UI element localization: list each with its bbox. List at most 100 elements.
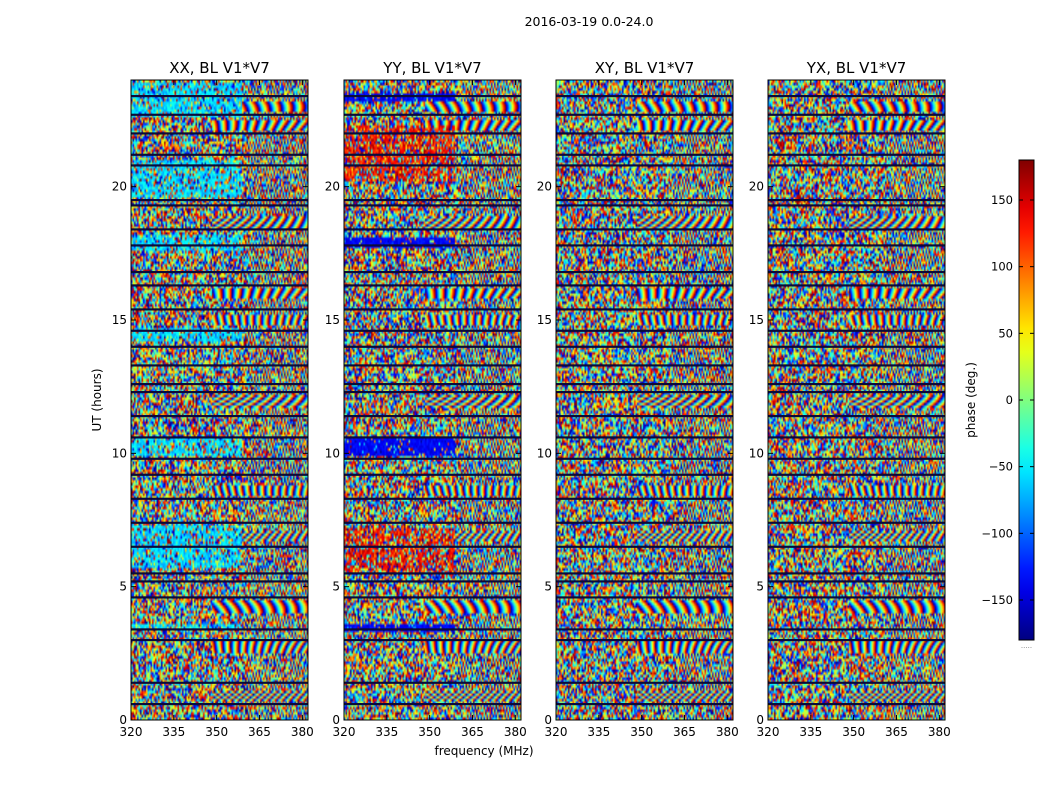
panel-yx: YX, BL V1*V7 320 335 350 365 380 0 5 10 15 20 <box>749 59 951 739</box>
y-tick-label: 20 <box>112 180 127 194</box>
y-tick-label: 15 <box>537 313 552 327</box>
gap-line <box>768 545 945 548</box>
gap-line <box>131 113 308 116</box>
gap-line <box>556 204 733 207</box>
gap-line <box>556 545 733 548</box>
gap-line <box>556 199 733 202</box>
gap-line <box>768 473 945 476</box>
gap-line <box>768 271 945 274</box>
gap-line <box>131 228 308 231</box>
gap-line <box>131 308 308 311</box>
gap-line <box>556 391 733 394</box>
panel-xy: XY, BL V1*V7 320 335 350 365 380 0 5 10 15 20 <box>537 59 739 739</box>
gap-line <box>344 113 521 116</box>
gap-line <box>131 473 308 476</box>
y-tick-label: 10 <box>325 446 340 460</box>
gap-line <box>768 639 945 642</box>
gap-line <box>556 497 733 500</box>
gap-line <box>131 204 308 207</box>
gap-line <box>768 153 945 156</box>
gap-line <box>131 284 308 287</box>
panel-title: XX, BL V1*V7 <box>169 59 270 77</box>
gap-line <box>556 639 733 642</box>
gap-line <box>131 681 308 684</box>
gap-line <box>556 383 733 386</box>
x-tick-label: 320 <box>120 725 143 739</box>
gap-line <box>768 132 945 135</box>
x-tick-label: 335 <box>587 725 610 739</box>
gap-line <box>131 364 308 367</box>
gap-line <box>131 271 308 274</box>
gap-line <box>344 204 521 207</box>
y-tick-label: 10 <box>537 446 552 460</box>
gap-line <box>131 457 308 460</box>
gap-line <box>344 308 521 311</box>
gap-line <box>344 436 521 439</box>
gap-line <box>344 244 521 247</box>
gap-line <box>768 308 945 311</box>
gap-line <box>768 164 945 167</box>
gap-line <box>768 681 945 684</box>
gap-line <box>768 383 945 386</box>
x-tick-label: 335 <box>375 725 398 739</box>
y-tick-label: 0 <box>332 713 340 727</box>
gap-line <box>768 521 945 524</box>
y-tick-label: 5 <box>756 580 764 594</box>
y-tick-label: 10 <box>112 446 127 460</box>
gap-line <box>344 329 521 332</box>
x-tick-label: 350 <box>630 725 653 739</box>
gap-line <box>768 457 945 460</box>
gap-line <box>344 271 521 274</box>
gap-line <box>131 572 308 575</box>
gap-line <box>344 364 521 367</box>
gap-line <box>131 545 308 548</box>
gap-line <box>768 329 945 332</box>
gap-line <box>556 153 733 156</box>
x-tick-label: 365 <box>248 725 271 739</box>
gap-line <box>131 199 308 202</box>
gap-line <box>344 628 521 631</box>
x-tick-label: 350 <box>205 725 228 739</box>
heatmap-raster <box>768 80 945 720</box>
panel-title: XY, BL V1*V7 <box>595 59 695 77</box>
y-tick-label: 0 <box>756 713 764 727</box>
colorbar-tick-label: 150 <box>991 193 1013 207</box>
y-tick-label: 20 <box>537 180 552 194</box>
x-tick-label: 335 <box>799 725 822 739</box>
gap-line <box>768 391 945 394</box>
x-tick-label: 380 <box>716 725 739 739</box>
gap-line <box>768 580 945 583</box>
gap-line <box>344 572 521 575</box>
colorbar-tick-label: −150 <box>981 593 1013 607</box>
y-tick-label: 0 <box>544 713 552 727</box>
panel-title: YX, BL V1*V7 <box>806 59 907 77</box>
y-tick-label: 10 <box>749 446 764 460</box>
gap-line <box>768 436 945 439</box>
x-tick-label: 320 <box>333 725 356 739</box>
gap-line <box>131 497 308 500</box>
gap-line <box>344 345 521 348</box>
plot-frame <box>555 79 734 721</box>
gap-line <box>344 391 521 394</box>
gap-line <box>131 244 308 247</box>
gap-line <box>131 436 308 439</box>
gap-line <box>768 628 945 631</box>
gap-line <box>344 383 521 386</box>
gap-line <box>131 153 308 156</box>
gap-line <box>131 164 308 167</box>
gap-line <box>131 383 308 386</box>
gap-line <box>344 164 521 167</box>
gap-line <box>131 329 308 332</box>
heatmap-raster <box>556 80 733 720</box>
gap-line <box>768 345 945 348</box>
gap-line <box>344 132 521 135</box>
gap-line <box>768 284 945 287</box>
gap-line <box>131 703 308 706</box>
gap-line <box>768 95 945 98</box>
gap-line <box>768 228 945 231</box>
gap-line <box>344 521 521 524</box>
x-tick-label: 380 <box>504 725 527 739</box>
y-tick-label: 5 <box>332 580 340 594</box>
colorbar-tick-label: 0 <box>1006 393 1013 407</box>
